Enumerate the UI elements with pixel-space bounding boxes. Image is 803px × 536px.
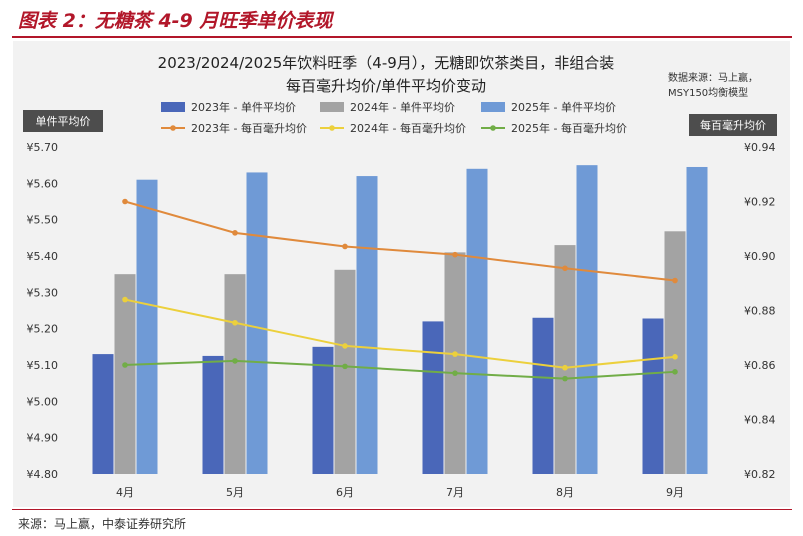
data-source-note-1: 数据来源：马上赢， <box>668 71 758 84</box>
bar <box>312 346 334 474</box>
bar <box>224 274 246 474</box>
left-tick-label: ¥5.50 <box>27 214 59 227</box>
legend: 2023年 - 单件平均价 2024年 - 单件平均价 2025年 - 单件平均价 2… <box>161 100 627 135</box>
line-point <box>562 375 568 382</box>
left-axis-ticks: ¥5.70 ¥5.60 ¥5.50 ¥5.40 ¥5.30 ¥5.20 ¥5.10 ¥5.00… <box>27 141 59 481</box>
legend-marker <box>329 125 335 131</box>
legend-label: 2023年 - 单件平均价 <box>191 100 296 114</box>
right-axis-ticks: ¥0.94 ¥0.92 ¥0.90 ¥0.88 ¥0.86 ¥0.84 ¥0.82 <box>744 141 776 481</box>
line-point <box>672 277 678 284</box>
legend-marker <box>170 125 176 131</box>
left-tick-label: ¥5.70 <box>27 141 59 154</box>
bar <box>664 231 686 474</box>
legend-marker <box>490 125 496 131</box>
x-tick-label: 9月 <box>666 486 684 499</box>
x-tick-label: 4月 <box>116 486 134 499</box>
left-tick-label: ¥5.60 <box>27 177 59 190</box>
bar <box>356 176 378 475</box>
line-point <box>672 369 678 375</box>
legend-swatch <box>481 102 505 112</box>
figure-caption: 图表 2：无糖茶 4-9 月旺季单价表现 <box>18 10 333 32</box>
plot-area <box>92 165 708 475</box>
right-tick-label: ¥0.88 <box>744 305 776 318</box>
chart-title-line1: 2023/2024/2025年饮料旺季（4-9月），无糖即饮茶类目，非组合装 <box>158 54 615 72</box>
bar <box>554 245 576 474</box>
right-tick-label: ¥0.84 <box>744 414 776 427</box>
bar <box>444 252 466 474</box>
line-point <box>232 319 238 326</box>
left-tick-label: ¥5.30 <box>27 286 59 299</box>
line-point <box>452 370 458 376</box>
left-tick-label: ¥5.00 <box>27 395 59 408</box>
legend-label: 2023年 - 每百毫升均价 <box>191 121 307 135</box>
bar <box>202 355 224 474</box>
right-tick-label: ¥0.86 <box>744 359 776 372</box>
source-rule <box>12 509 792 510</box>
line-point <box>232 358 238 364</box>
series-line <box>124 200 676 282</box>
data-source-note-2: MSY150均衡模型 <box>668 86 748 99</box>
left-tick-label: ¥5.40 <box>27 250 59 263</box>
right-axis-label-box: 每百毫升均价 <box>689 114 777 136</box>
line-point <box>232 230 238 236</box>
right-tick-label: ¥0.94 <box>744 141 776 154</box>
legend-swatch <box>161 102 185 112</box>
series-line <box>124 359 676 380</box>
bar <box>246 172 268 474</box>
left-axis-label-box: 单件平均价 <box>23 110 103 132</box>
bar <box>422 321 444 474</box>
x-tick-label: 7月 <box>446 486 464 499</box>
bar <box>642 318 664 474</box>
line-point <box>342 363 348 370</box>
legend-swatch <box>320 102 344 112</box>
line-point <box>342 343 348 349</box>
line-point <box>562 265 568 272</box>
line-point <box>672 354 678 360</box>
bar <box>92 354 114 474</box>
left-tick-label: ¥5.10 <box>27 359 59 372</box>
bar <box>114 274 136 474</box>
left-tick-label: ¥5.20 <box>27 323 59 336</box>
chart-title-line2: 每百毫升均价/单件平均价变动 <box>286 77 486 95</box>
x-tick-label: 5月 <box>226 486 244 499</box>
caption-rule <box>12 36 792 38</box>
legend-label: 2024年 - 每百毫升均价 <box>350 121 466 135</box>
bar <box>576 165 598 474</box>
bar <box>334 269 356 474</box>
right-tick-label: ¥0.92 <box>744 196 776 209</box>
series-line <box>124 298 676 369</box>
right-axis-label: 每百毫升均价 <box>700 118 766 132</box>
x-axis-ticks: 4月 5月 6月 7月 8月 9月 <box>116 486 684 499</box>
bar <box>532 317 554 474</box>
line-point <box>122 362 128 368</box>
line-point <box>342 243 348 250</box>
line-point <box>122 296 128 303</box>
right-tick-label: ¥0.90 <box>744 250 776 263</box>
left-axis-label: 单件平均价 <box>36 115 91 128</box>
line-point <box>122 198 128 205</box>
source-note: 来源：马上赢，中泰证券研究所 <box>18 517 187 531</box>
legend-label: 2024年 - 单件平均价 <box>350 100 455 114</box>
line-point <box>562 364 568 371</box>
bar <box>466 168 488 475</box>
legend-label: 2025年 - 每百毫升均价 <box>511 121 627 135</box>
line-point <box>452 351 458 357</box>
right-tick-label: ¥0.82 <box>744 468 776 481</box>
bar <box>136 179 158 474</box>
legend-label: 2025年 - 单件平均价 <box>511 100 616 114</box>
left-tick-label: ¥4.80 <box>27 468 59 481</box>
x-tick-label: 8月 <box>556 486 574 499</box>
bar <box>686 166 708 474</box>
figure-header: 图表 2：无糖茶 4-9 月旺季单价表现 <box>0 0 803 40</box>
left-tick-label: ¥4.90 <box>27 432 59 445</box>
line-point <box>452 251 458 258</box>
x-tick-label: 6月 <box>336 486 354 499</box>
